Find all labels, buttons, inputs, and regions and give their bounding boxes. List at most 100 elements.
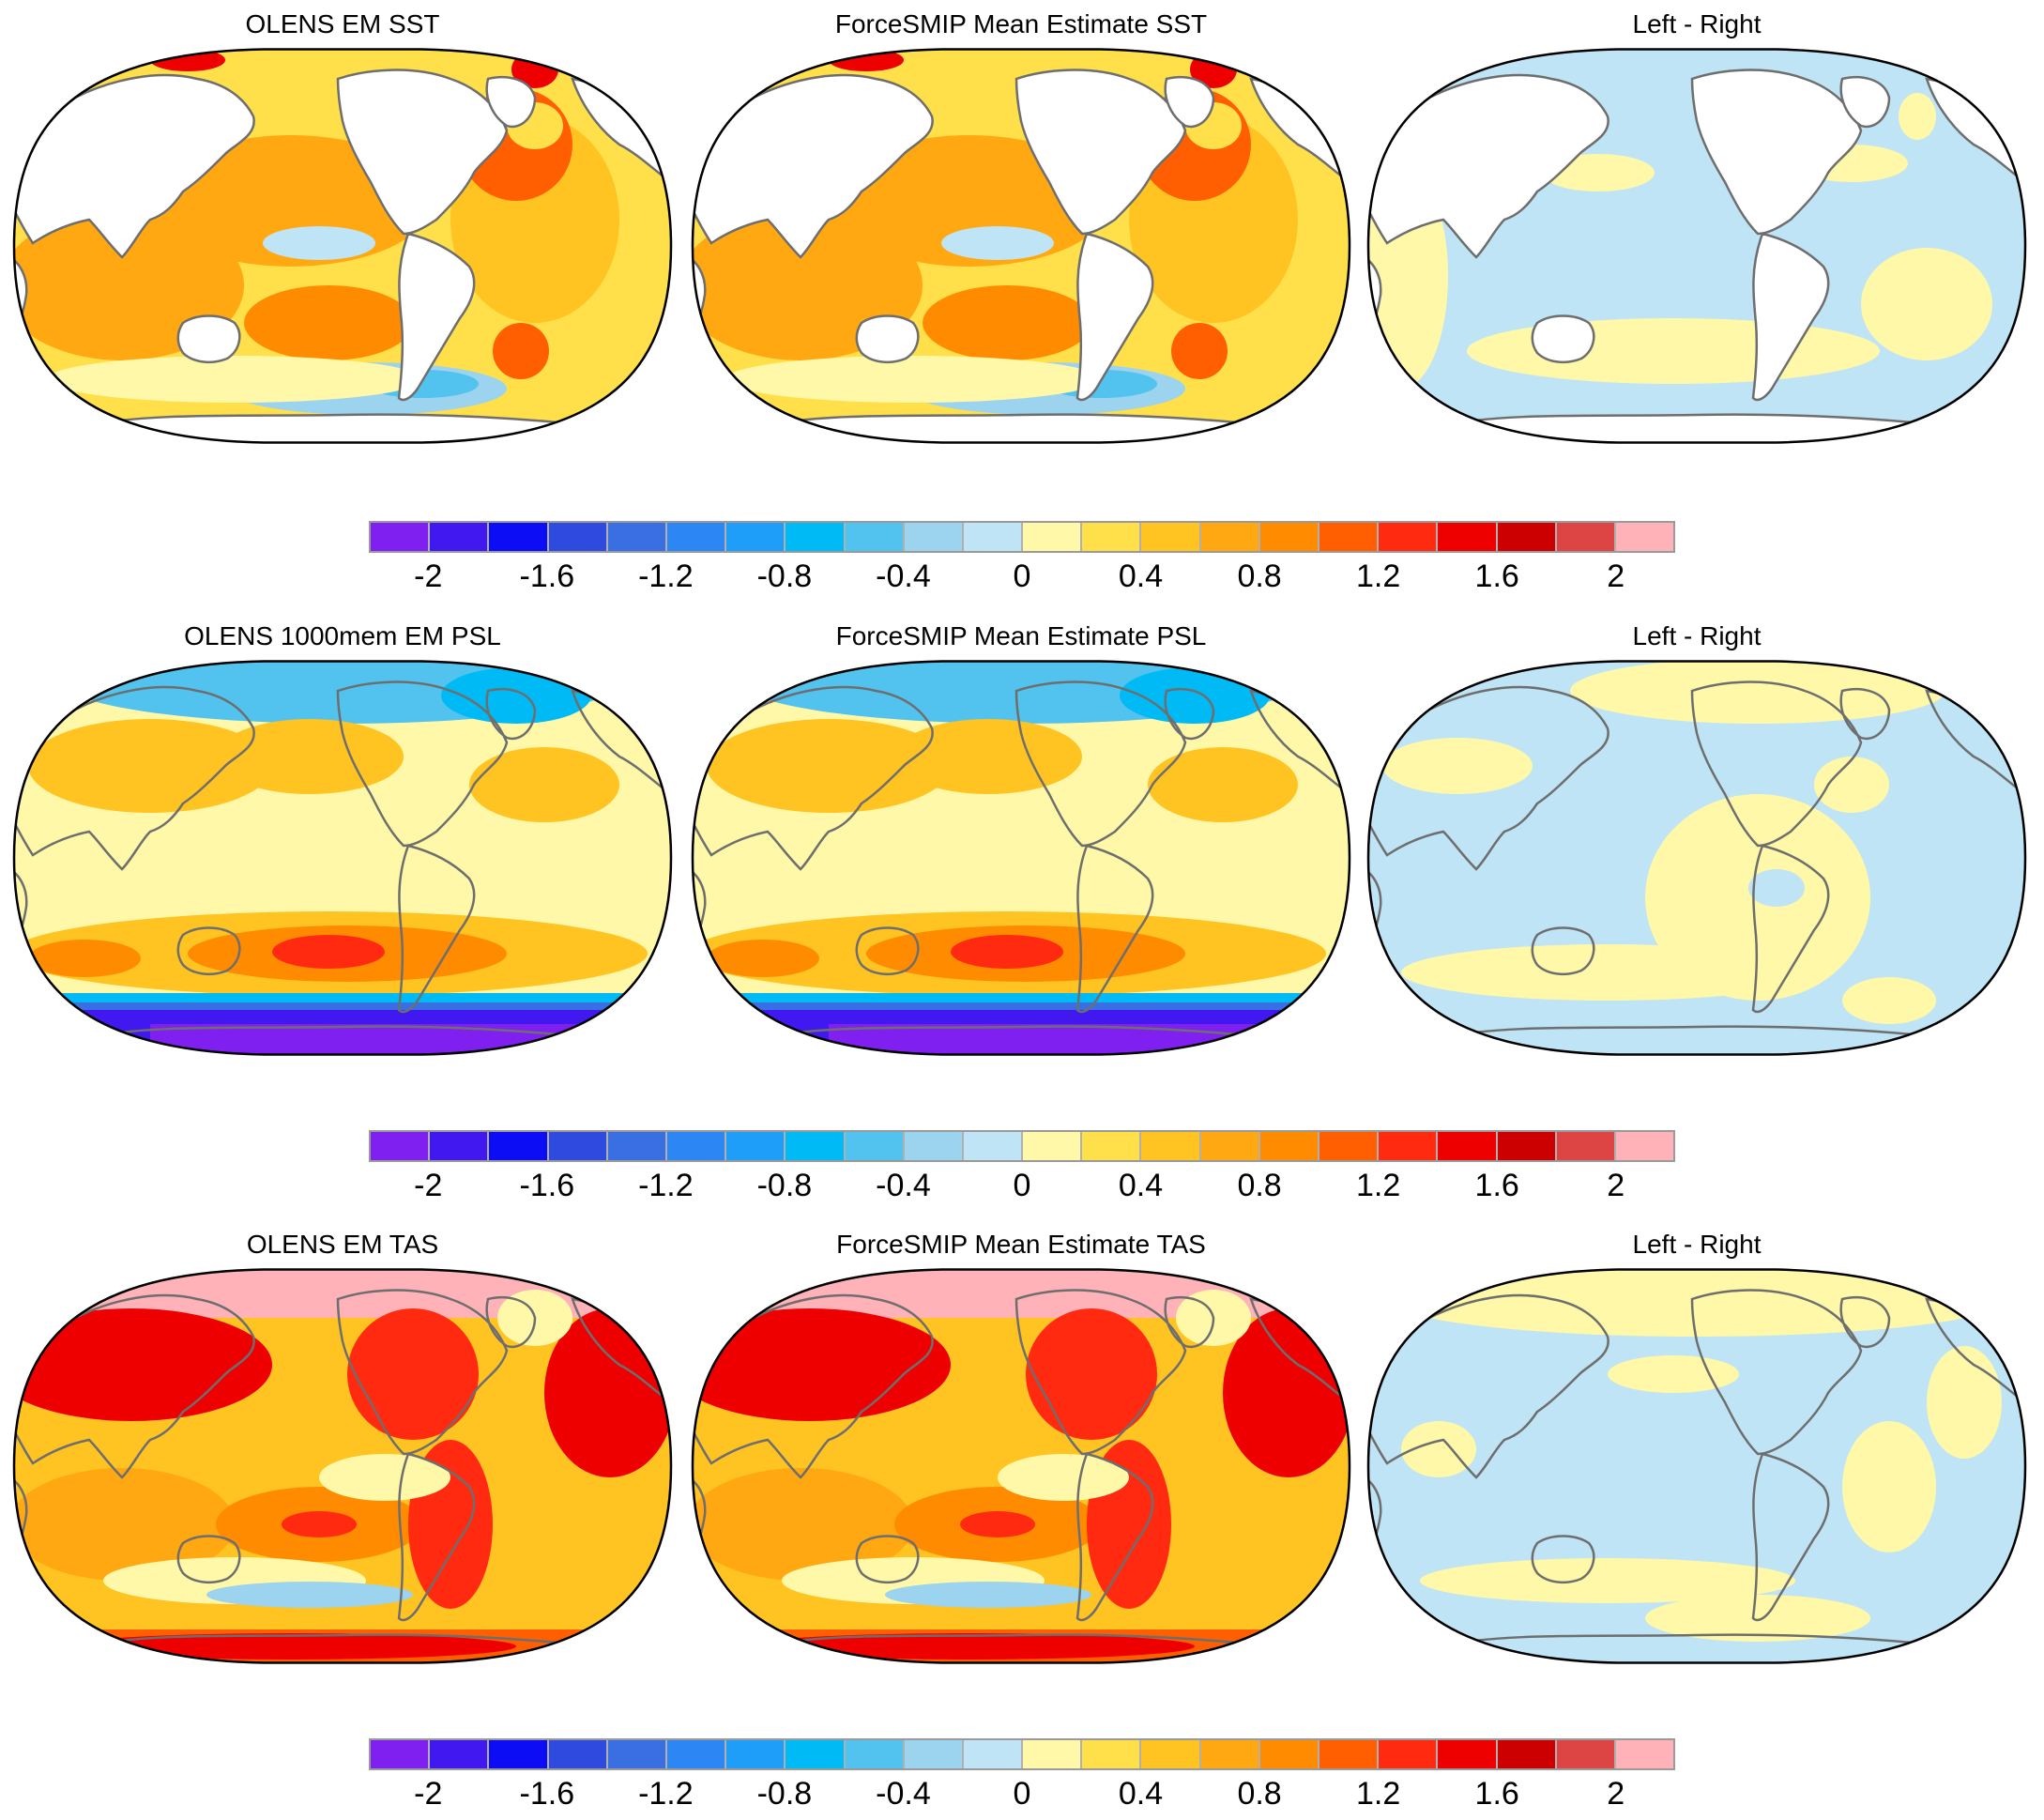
map-boundary xyxy=(1366,1268,2027,1664)
colorbar-tick-label: 1.2 xyxy=(1355,1168,1401,1203)
colorbar-swatches xyxy=(369,1130,1675,1162)
contour-band xyxy=(14,993,671,1004)
contour-region xyxy=(206,1582,413,1608)
colorbar-swatch xyxy=(371,1132,431,1160)
panel-tas-olens: OLENS EM TAS xyxy=(9,1228,676,1664)
colorbar-swatch xyxy=(1497,1740,1557,1768)
colorbar-tick-label: -1.6 xyxy=(519,1776,575,1812)
colorbar-tick-label: 0 xyxy=(1013,1776,1031,1812)
panel-psl-difference: Left - Right xyxy=(1364,619,2030,1056)
colorbar-swatch xyxy=(1141,1740,1201,1768)
shaded-field xyxy=(1368,49,2025,443)
colorbar-tick-label: -1.2 xyxy=(638,1776,694,1812)
colorbar-swatch xyxy=(1082,1740,1142,1768)
contour-region xyxy=(263,226,375,260)
coastline xyxy=(1075,1452,1154,1622)
contour-band xyxy=(693,1002,1350,1012)
contour-region xyxy=(693,1308,951,1421)
coastline xyxy=(485,1295,537,1349)
colorbar-tick-label: 1.6 xyxy=(1474,1168,1519,1203)
coastline xyxy=(1368,685,1609,871)
panel-title: OLENS EM TAS xyxy=(246,1230,439,1259)
colorbar-swatch xyxy=(963,1132,1024,1160)
colorbar-swatch xyxy=(1438,1740,1498,1768)
coastline xyxy=(1531,1535,1595,1584)
colorbar-tick-label: 0.4 xyxy=(1118,558,1164,594)
contour-region xyxy=(47,356,422,403)
coastline xyxy=(1751,1452,1830,1622)
contour-region xyxy=(1401,944,1814,1001)
contour-region xyxy=(347,1308,479,1440)
colorbar-tick-label: 1.6 xyxy=(1474,558,1519,594)
panel-psl-forcesmip: ForceSMIP Mean Estimate PSL xyxy=(688,619,1354,1056)
colorbar-swatch xyxy=(430,1740,490,1768)
contour-region xyxy=(1899,93,1936,140)
coastline xyxy=(1839,1295,1891,1349)
land-mask xyxy=(1839,75,1891,129)
colorbar-psl: -2 -1.6 -1.2 -0.8 -0.4 0 0.4 0.8 1.2 1.6 2 xyxy=(369,1130,1675,1205)
colorbar-swatch xyxy=(726,1740,786,1768)
land-mask xyxy=(336,69,509,236)
colorbar-tick-label: -1.2 xyxy=(638,1168,694,1203)
contour-region xyxy=(707,940,819,977)
land-mask xyxy=(855,314,920,364)
colorbar-swatch xyxy=(1615,1740,1674,1768)
colorbar-swatch xyxy=(1259,1740,1319,1768)
colorbar-swatch xyxy=(1615,523,1674,551)
colorbar-swatch xyxy=(607,1132,667,1160)
colorbar-swatch xyxy=(904,523,964,551)
coastline xyxy=(693,866,707,957)
colorbar-swatch xyxy=(1379,1740,1439,1768)
contour-region xyxy=(28,940,141,977)
colorbar-swatch xyxy=(845,523,905,551)
colorbar-swatch xyxy=(1497,523,1557,551)
contour-region xyxy=(1382,738,1533,794)
panel-title: Left - Right xyxy=(1632,621,1762,650)
coastline xyxy=(1075,844,1154,1014)
panel-title: Left - Right xyxy=(1632,9,1762,38)
coastline xyxy=(1690,1289,1863,1456)
map-boundary xyxy=(691,48,1351,444)
contour-band xyxy=(150,1024,619,1055)
contour-region xyxy=(319,1454,450,1501)
panel-title: ForceSMIP Mean Estimate TAS xyxy=(836,1230,1206,1259)
colorbar-swatch xyxy=(786,1740,846,1768)
land-mask xyxy=(397,232,476,402)
shaded-field xyxy=(693,49,1350,443)
contour-region xyxy=(1842,1421,1936,1552)
colorbar-swatch xyxy=(548,523,608,551)
panel-sst-difference: Left - Right xyxy=(1364,8,2030,444)
land-mask xyxy=(1690,69,1863,236)
coastline xyxy=(1164,1295,1215,1349)
panel-tas-difference: Left - Right xyxy=(1364,1228,2030,1664)
land-mask xyxy=(14,73,255,259)
coastline xyxy=(693,685,934,871)
shaded-field xyxy=(1368,1269,2025,1663)
colorbar-tick-label: -1.6 xyxy=(519,558,575,594)
colorbar-swatch xyxy=(726,523,786,551)
colorbar-swatch xyxy=(726,1132,786,1160)
colorbar-swatch xyxy=(904,1132,964,1160)
coastline xyxy=(1368,1293,1609,1479)
contour-region xyxy=(14,1308,272,1421)
colorbar-swatch xyxy=(1319,1132,1380,1160)
coastline xyxy=(1531,926,1595,976)
colorbar-tick-label: -0.8 xyxy=(756,1776,813,1812)
colorbar-tick-label: -1.2 xyxy=(638,558,694,594)
colorbar-swatch xyxy=(1082,523,1142,551)
coastline xyxy=(176,1535,241,1584)
coastline xyxy=(1690,681,1863,848)
colorbar-tick-label: -0.4 xyxy=(876,558,931,594)
colorbar-swatch xyxy=(489,1740,549,1768)
map-tas-forcesmip xyxy=(691,1268,1351,1664)
colorbar-swatch xyxy=(786,523,846,551)
colorbar-tick-label: 2 xyxy=(1607,1168,1625,1203)
map-tas-olens xyxy=(12,1268,673,1664)
contour-region xyxy=(1814,757,1889,813)
panel-title: OLENS EM SST xyxy=(245,9,440,38)
colorbar-swatch xyxy=(963,523,1024,551)
colorbar-swatch xyxy=(666,523,727,551)
colorbar-swatch xyxy=(845,1132,905,1160)
colorbar-swatch xyxy=(548,1740,608,1768)
contour-region xyxy=(1387,1269,2006,1337)
